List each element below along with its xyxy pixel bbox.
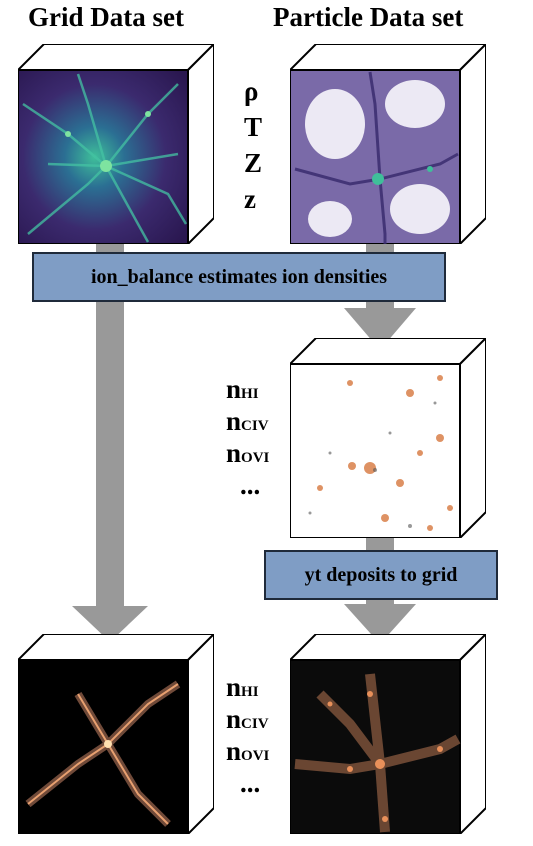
field-metallicity: Z — [244, 148, 263, 178]
ion-fields-list-bottom: nHI nCIV nOVI ... — [226, 674, 269, 802]
ion-field-civ: nCIV — [226, 704, 269, 734]
deposit-banner: yt deposits to grid — [264, 550, 498, 600]
ion-field-ovi: nOVI — [226, 438, 270, 468]
particle-to-ions-arrow-head — [344, 308, 416, 350]
field-temperature: T — [244, 112, 263, 142]
ion-fields-list-mid: nHI nCIV nOVI ... — [226, 376, 269, 504]
ion-particle-cube — [290, 338, 486, 538]
grid-ion-cube — [18, 634, 214, 834]
particle-dataset-heading: Particle Data set — [273, 2, 464, 32]
ions-to-grid-arrow-head — [344, 604, 416, 644]
ion-field-ellipsis: ... — [240, 470, 261, 500]
ion-field-civ: nCIV — [226, 406, 269, 436]
ion-field-hi: nHI — [226, 374, 259, 404]
input-fields-list: ρ T Z z — [244, 78, 262, 222]
grid-dataset-heading: Grid Data set — [28, 2, 184, 32]
field-density: ρ — [244, 76, 259, 106]
ion-field-hi: nHI — [226, 672, 259, 702]
ion-field-ovi: nOVI — [226, 736, 270, 766]
deposited-grid-cube — [290, 634, 486, 834]
ion-balance-banner: ion_balance estimates ion densities — [32, 252, 446, 302]
particle-density-cube — [290, 44, 486, 244]
grid-to-grid-arrow-head — [72, 606, 148, 642]
ion-field-ellipsis: ... — [240, 768, 261, 798]
grid-density-cube — [18, 44, 214, 244]
field-redshift: z — [244, 184, 256, 214]
